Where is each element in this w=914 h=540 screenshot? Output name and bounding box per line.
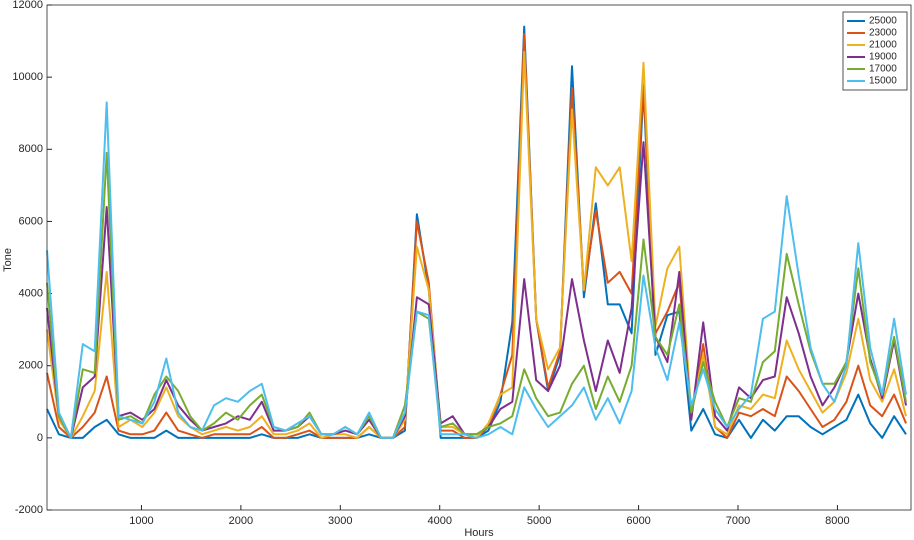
x-tick-label: 2000 — [229, 515, 253, 527]
legend-label: 25000 — [869, 16, 897, 27]
x-tick-label: 7000 — [726, 515, 750, 527]
x-tick-label: 6000 — [626, 515, 650, 527]
y-tick-label: -2000 — [15, 504, 43, 516]
x-tick-label: 4000 — [427, 515, 451, 527]
y-tick-label: 12000 — [12, 0, 43, 11]
x-axis-label: Hours — [464, 527, 494, 539]
x-tick-label: 8000 — [825, 515, 849, 527]
y-tick-label: 4000 — [19, 287, 43, 299]
legend-label: 19000 — [869, 52, 897, 63]
y-tick-label: 8000 — [19, 143, 43, 155]
y-axis-label: Tone — [2, 248, 14, 272]
x-tick-label: 5000 — [527, 515, 551, 527]
series-line — [46, 101, 907, 439]
y-tick-label: 6000 — [19, 215, 43, 227]
legend-label: 17000 — [869, 64, 897, 75]
legend-label: 23000 — [869, 28, 897, 39]
x-tick-label: 1000 — [129, 515, 153, 527]
legend-label: 15000 — [869, 76, 897, 87]
series-line — [46, 151, 907, 439]
legend-label: 21000 — [869, 40, 897, 51]
plot-frame — [46, 4, 912, 511]
legend-box — [842, 11, 908, 91]
y-tick-label: 10000 — [12, 71, 43, 83]
x-tick-label: 3000 — [328, 515, 352, 527]
y-tick-label: 0 — [37, 432, 43, 444]
y-tick-label: 2000 — [19, 360, 43, 372]
